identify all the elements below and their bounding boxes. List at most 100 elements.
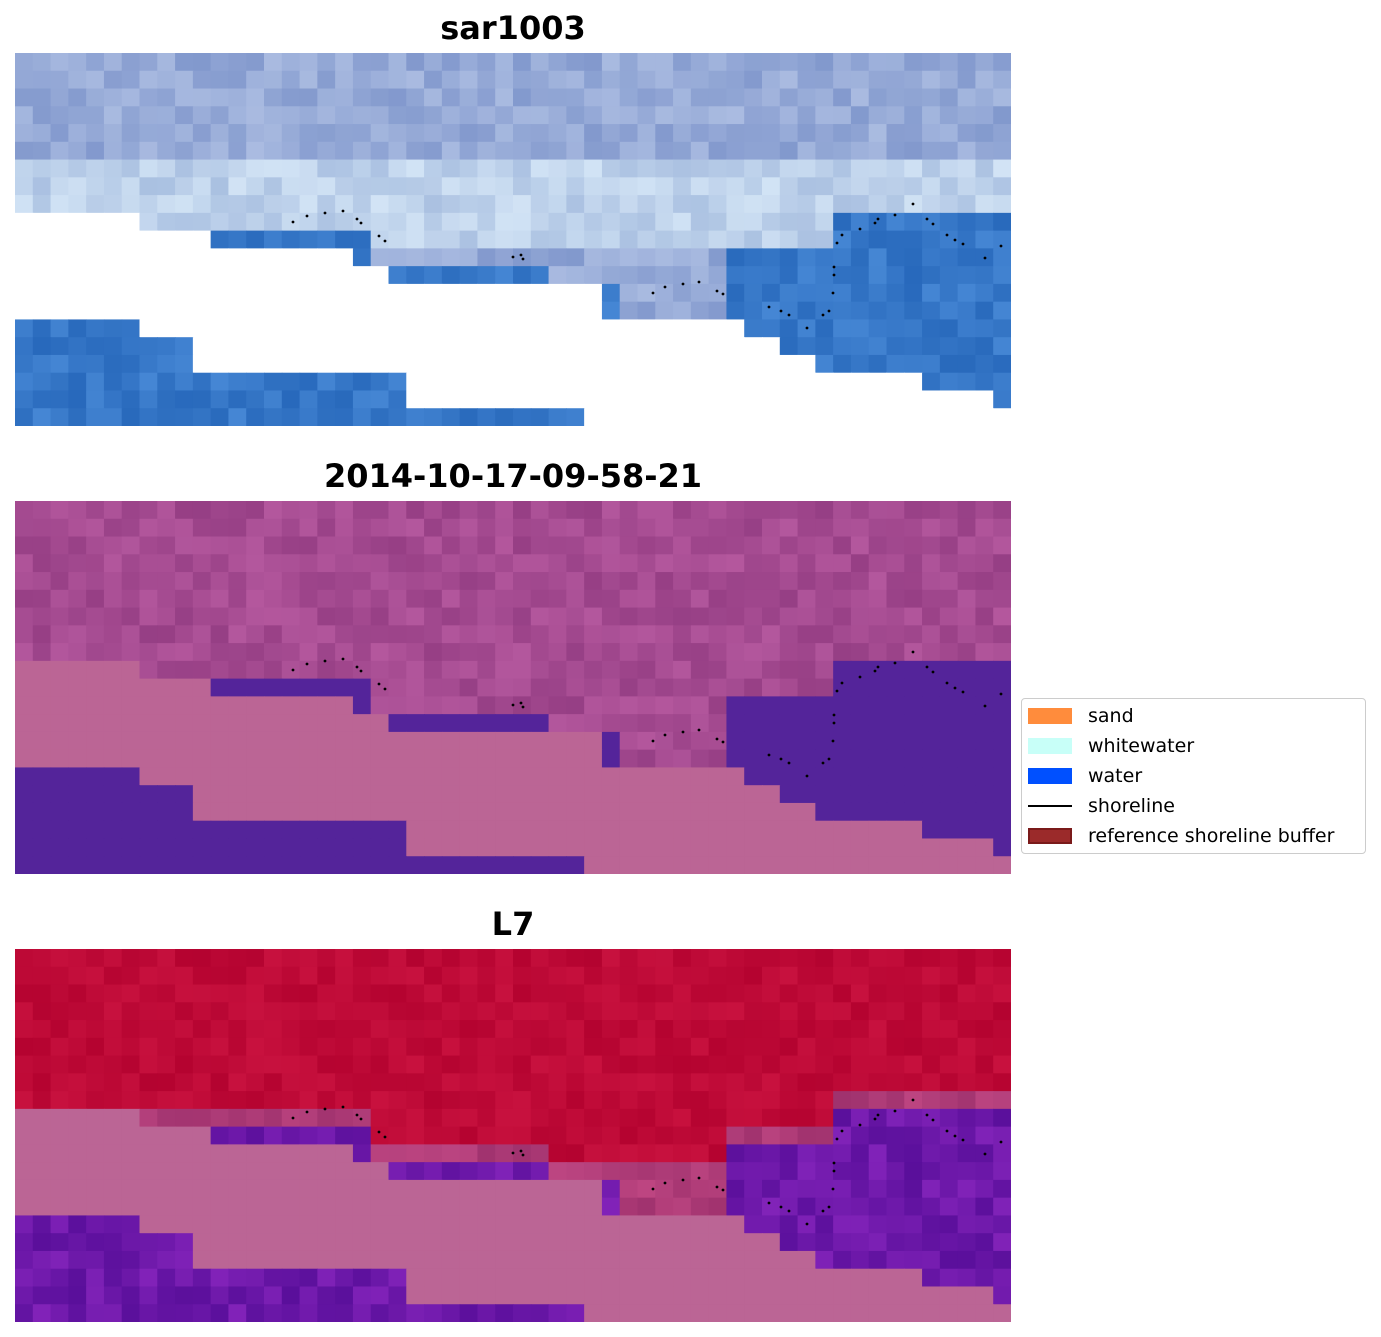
pixel-cell <box>939 1215 959 1234</box>
pixel-cell <box>246 767 265 786</box>
pixel-cell <box>619 856 639 874</box>
pixel-cell <box>121 501 141 520</box>
pixel-cell <box>264 696 283 715</box>
pixel-cell <box>708 53 728 72</box>
pixel-cell <box>673 966 692 986</box>
pixel-cell <box>601 1144 621 1163</box>
pixel-cell <box>15 643 34 662</box>
pixel-cell <box>121 625 141 644</box>
pixel-cell <box>744 53 763 72</box>
pixel-cell <box>477 159 496 178</box>
pixel-cell <box>690 838 710 857</box>
pixel-cell <box>32 266 52 285</box>
pixel-cell <box>779 372 799 392</box>
pixel-cell <box>815 1108 834 1128</box>
pixel-cell <box>779 301 799 321</box>
pixel-cell <box>495 589 514 609</box>
pixel-cell <box>352 372 372 392</box>
pixel-cell <box>86 1250 105 1270</box>
pixel-cell <box>281 1304 301 1322</box>
pixel-cell <box>726 1144 745 1163</box>
pixel-cell <box>922 1268 941 1288</box>
pixel-cell <box>744 625 763 644</box>
pixel-cell <box>352 536 372 555</box>
pixel-cell <box>762 589 781 609</box>
pixel-cell <box>175 607 194 626</box>
pixel-cell <box>406 1162 425 1181</box>
pixel-cell <box>317 856 336 874</box>
pixel-cell <box>459 159 479 178</box>
pixel-cell <box>833 1020 852 1039</box>
pixel-cell <box>762 301 781 321</box>
pixel-cell <box>50 696 69 715</box>
pixel-cell <box>32 820 52 840</box>
pixel-cell <box>406 572 425 591</box>
pixel-cell <box>335 212 354 232</box>
pixel-cell <box>157 337 176 356</box>
pixel-cell <box>975 501 994 520</box>
pixel-cell <box>993 966 1011 986</box>
pixel-cell <box>922 1020 941 1039</box>
pixel-cell <box>779 1144 799 1163</box>
pixel-cell <box>459 1304 479 1322</box>
pixel-cell <box>690 984 710 1003</box>
pixel-cell <box>68 536 87 555</box>
pixel-cell <box>406 1233 425 1252</box>
pixel-cell <box>673 177 692 196</box>
pixel-cell <box>868 337 888 356</box>
pixel-cell <box>673 195 692 214</box>
pixel-cell <box>690 749 710 769</box>
pixel-cell <box>388 572 407 591</box>
pixel-cell <box>673 1091 692 1110</box>
pixel-cell <box>264 1250 283 1270</box>
pixel-cell <box>762 177 781 196</box>
pixel-cell <box>833 696 852 715</box>
pixel-cell <box>815 1179 834 1199</box>
pixel-cell <box>904 767 923 786</box>
pixel-cell <box>139 408 158 426</box>
pixel-cell <box>495 1073 514 1092</box>
pixel-cell <box>15 714 34 733</box>
pixel-cell <box>690 390 710 409</box>
pixel-cell <box>175 785 194 804</box>
pixel-cell <box>850 838 870 857</box>
pixel-cell <box>762 1268 781 1288</box>
pixel-cell <box>175 230 194 249</box>
pixel-cell <box>601 301 621 321</box>
pixel-cell <box>139 70 158 90</box>
pixel-cell <box>922 607 941 626</box>
pixel-cell <box>139 1268 158 1288</box>
pixel-cell <box>50 1268 69 1288</box>
pixel-cell <box>477 177 496 196</box>
pixel-cell <box>86 53 105 72</box>
pixel-cell <box>708 301 728 321</box>
pixel-cell <box>904 589 923 609</box>
shoreline-point <box>893 1109 897 1113</box>
pixel-cell <box>86 301 105 321</box>
shoreline-point <box>305 214 309 218</box>
pixel-cell <box>868 1144 888 1163</box>
pixel-cell <box>939 949 959 968</box>
pixel-cell <box>868 1197 888 1217</box>
pixel-cell <box>655 643 674 662</box>
pixel-cell <box>246 1197 265 1217</box>
pixel-cell <box>619 1055 639 1074</box>
pixel-cell <box>103 1037 123 1057</box>
shoreline-point <box>787 761 791 765</box>
pixel-cell <box>68 966 87 986</box>
pixel-cell <box>904 984 923 1003</box>
whitewater-swatch <box>1028 738 1072 754</box>
pixel-cell <box>317 337 336 356</box>
pixel-cell <box>246 1126 265 1145</box>
shoreline-point <box>697 728 701 732</box>
pixel-cell <box>708 1179 728 1199</box>
pixel-cell <box>86 212 105 232</box>
pixel-cell <box>655 554 674 573</box>
pixel-cell <box>922 88 941 107</box>
pixel-cell <box>459 337 479 356</box>
shoreline-point <box>681 282 685 286</box>
pixel-cell <box>32 984 52 1003</box>
pixel-cell <box>441 966 461 986</box>
pixel-cell <box>886 820 905 840</box>
pixel-cell <box>246 354 265 374</box>
